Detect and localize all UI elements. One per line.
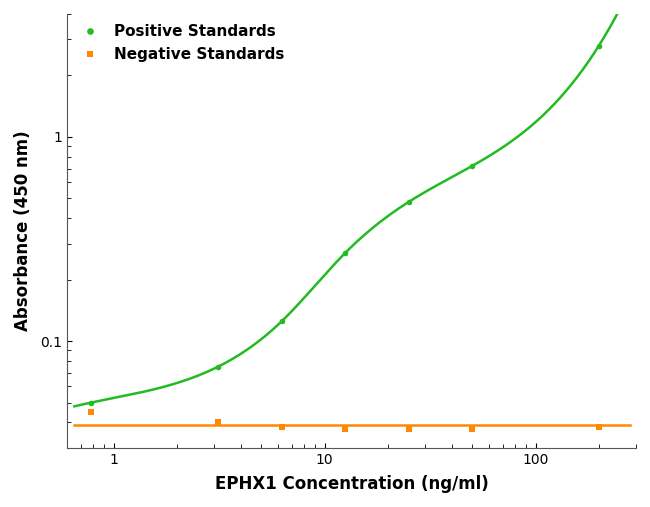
Negative Standards [468,426,476,432]
Positive Standards [405,199,413,205]
Line: Positive Standards: Positive Standards [88,43,602,406]
Line: Negative Standards: Negative Standards [88,409,602,432]
Positive Standards [468,163,476,169]
Negative Standards [214,419,222,425]
Negative Standards [405,426,413,432]
Negative Standards [87,409,95,415]
Negative Standards [278,424,285,430]
Legend: Positive Standards, Negative Standards: Positive Standards, Negative Standards [73,18,291,68]
Negative Standards [595,424,603,430]
Positive Standards [214,364,222,370]
X-axis label: EPHX1 Concentration (ng/ml): EPHX1 Concentration (ng/ml) [214,475,488,493]
Positive Standards [341,250,349,256]
Positive Standards [278,318,285,324]
Positive Standards [595,43,603,49]
Positive Standards [87,400,95,406]
Y-axis label: Absorbance (450 nm): Absorbance (450 nm) [14,131,32,331]
Negative Standards [341,426,349,432]
